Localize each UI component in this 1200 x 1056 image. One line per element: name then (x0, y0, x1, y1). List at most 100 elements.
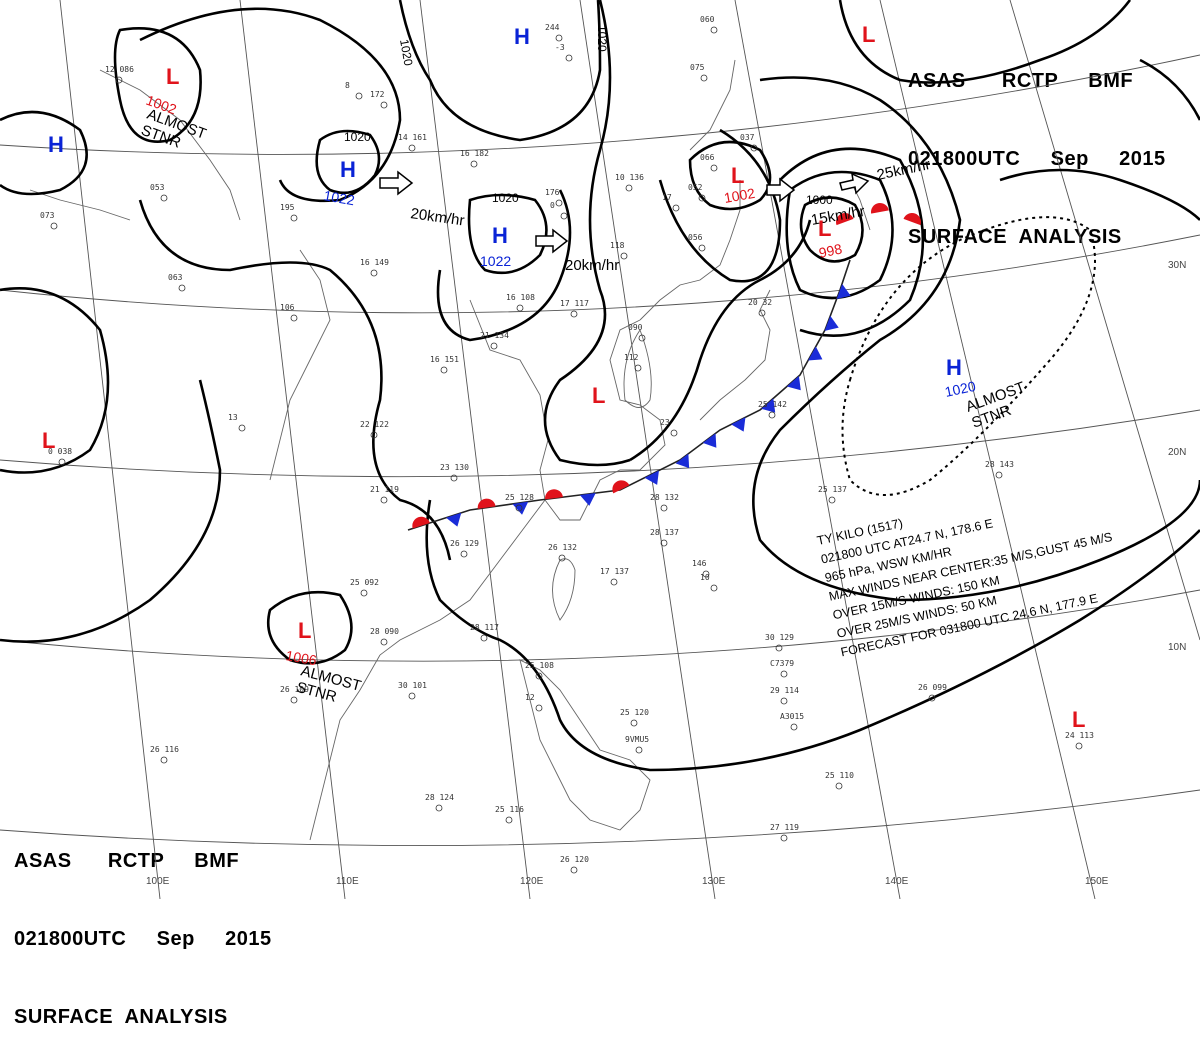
cold-front-triangle (512, 501, 529, 515)
header-bottom-line3: SURFACE ANALYSIS (14, 1006, 228, 1028)
station-circle-icon (515, 504, 523, 512)
warm-front-semicircle (903, 213, 921, 226)
station-plot: 28 132 (650, 493, 679, 502)
station-plot: 28 090 (370, 627, 399, 636)
low-marker: L (298, 618, 311, 643)
station-circle-icon (638, 334, 646, 342)
station-plot: 063 (168, 273, 183, 282)
station-plot: 10 (700, 573, 710, 582)
station-circle-icon (750, 144, 758, 152)
station-circle-icon (505, 816, 513, 824)
station-plot: 25 116 (495, 805, 524, 814)
station-circle-icon (758, 309, 766, 317)
station-plot: 25 120 (620, 708, 649, 717)
station-circle-icon (780, 834, 788, 842)
lon-tick: 120E (520, 876, 544, 887)
latitude-grid (0, 54, 1200, 847)
station-circle-icon (178, 284, 186, 292)
high-pressure-center: H 1020 (943, 355, 977, 400)
high-value: 1020 (943, 378, 977, 400)
station-circle-icon (610, 578, 618, 586)
station-plot: 26 120 (560, 855, 589, 864)
station-circle-icon (440, 366, 448, 374)
station-circle-icon (635, 746, 643, 754)
warm-front-semicircle (612, 480, 630, 494)
station-circle-icon (710, 584, 718, 592)
isobar-label: 1020 (492, 191, 519, 205)
high-marker: H (946, 355, 962, 380)
station-circle-icon (672, 204, 680, 212)
station-plot: 12 086 (105, 65, 134, 74)
low-pressure-center: L 1002 (723, 163, 757, 206)
station-circle-icon (835, 782, 843, 790)
station-circle-icon (370, 431, 378, 439)
station-circle-icon (710, 164, 718, 172)
stationary-note: ALMOSTSTNR (139, 106, 209, 159)
lon-tick: 150E (1085, 876, 1109, 887)
high-value: 1022 (322, 187, 356, 208)
station-circle-icon (238, 424, 246, 432)
high-pressure-center: H 1022 (480, 223, 511, 269)
station-circle-icon (768, 411, 776, 419)
station-plot: 17 117 (560, 299, 589, 308)
longitude-grid (59, 0, 1200, 899)
coastlines (29, 59, 871, 841)
station-plot: 112 (624, 353, 639, 362)
station-plot: 075 (690, 63, 705, 72)
low-value: 1002 (723, 185, 757, 206)
station-plot: 28 117 (470, 623, 499, 632)
station-plot: -3 (555, 43, 565, 52)
station-circle-icon (380, 496, 388, 504)
cold-front-triangle (675, 453, 690, 469)
station-plot: 056 (688, 233, 703, 242)
isobar-label: 1020 (595, 25, 609, 52)
station-circle-icon (620, 252, 628, 260)
low-marker: L (592, 383, 605, 408)
lat-tick: 20N (1168, 447, 1186, 458)
station-plot: 26 132 (548, 543, 577, 552)
high-marker: H (340, 157, 356, 182)
station-plot: 090 (628, 323, 643, 332)
station-plot: 23 130 (440, 463, 469, 472)
station-plot: 037 (740, 133, 755, 142)
lat-tick: 10N (1168, 642, 1186, 653)
station-plot: 146 (692, 559, 707, 568)
lat-tick: 30N (1168, 260, 1186, 271)
station-circle-icon (828, 496, 836, 504)
station-circle-icon (115, 76, 123, 84)
motion-arrows: 20km/hr 20km/hr 15km/hr 25km/hr (379, 156, 932, 274)
cold-front-triangle (786, 375, 801, 391)
station-plot: 106 (280, 303, 295, 312)
station-plot: 16 182 (460, 149, 489, 158)
station-plot: 244 (545, 23, 560, 32)
station-plot: 17 137 (600, 567, 629, 576)
station-circle-icon (698, 244, 706, 252)
lon-tick: 100E (146, 876, 170, 887)
station-circle-icon (380, 101, 388, 109)
station-plot: 16 151 (430, 355, 459, 364)
station-circle-icon (570, 866, 578, 874)
station-plot: 26 129 (450, 539, 479, 548)
station-plot: 10 136 (615, 173, 644, 182)
isobar-label-group: 1020 1020 1020 1020 1000 (344, 25, 833, 207)
high-marker: H (514, 24, 530, 49)
station-plot: 17 (662, 193, 672, 202)
cold-front-triangle (579, 493, 596, 506)
station-circle-icon (50, 222, 58, 230)
lon-tick: 140E (885, 876, 909, 887)
station-plot: 0 038 (48, 447, 72, 456)
station-plot: C7379 (770, 659, 794, 668)
station-plot: 22 122 (360, 420, 389, 429)
station-circle-icon (780, 670, 788, 678)
high-marker: H (492, 223, 508, 248)
station-plot: 29 114 (770, 686, 799, 695)
header-top-line1: ASAS RCTP BMF (908, 70, 1134, 92)
station-plot: 14 161 (398, 133, 427, 142)
station-circle-icon (555, 199, 563, 207)
station-circle-icon (670, 429, 678, 437)
station-circle-icon (435, 804, 443, 812)
station-circle-icon (630, 719, 638, 727)
warm-front-semicircle (871, 203, 889, 214)
cold-front-triangle (808, 346, 823, 361)
station-circle-icon (780, 697, 788, 705)
